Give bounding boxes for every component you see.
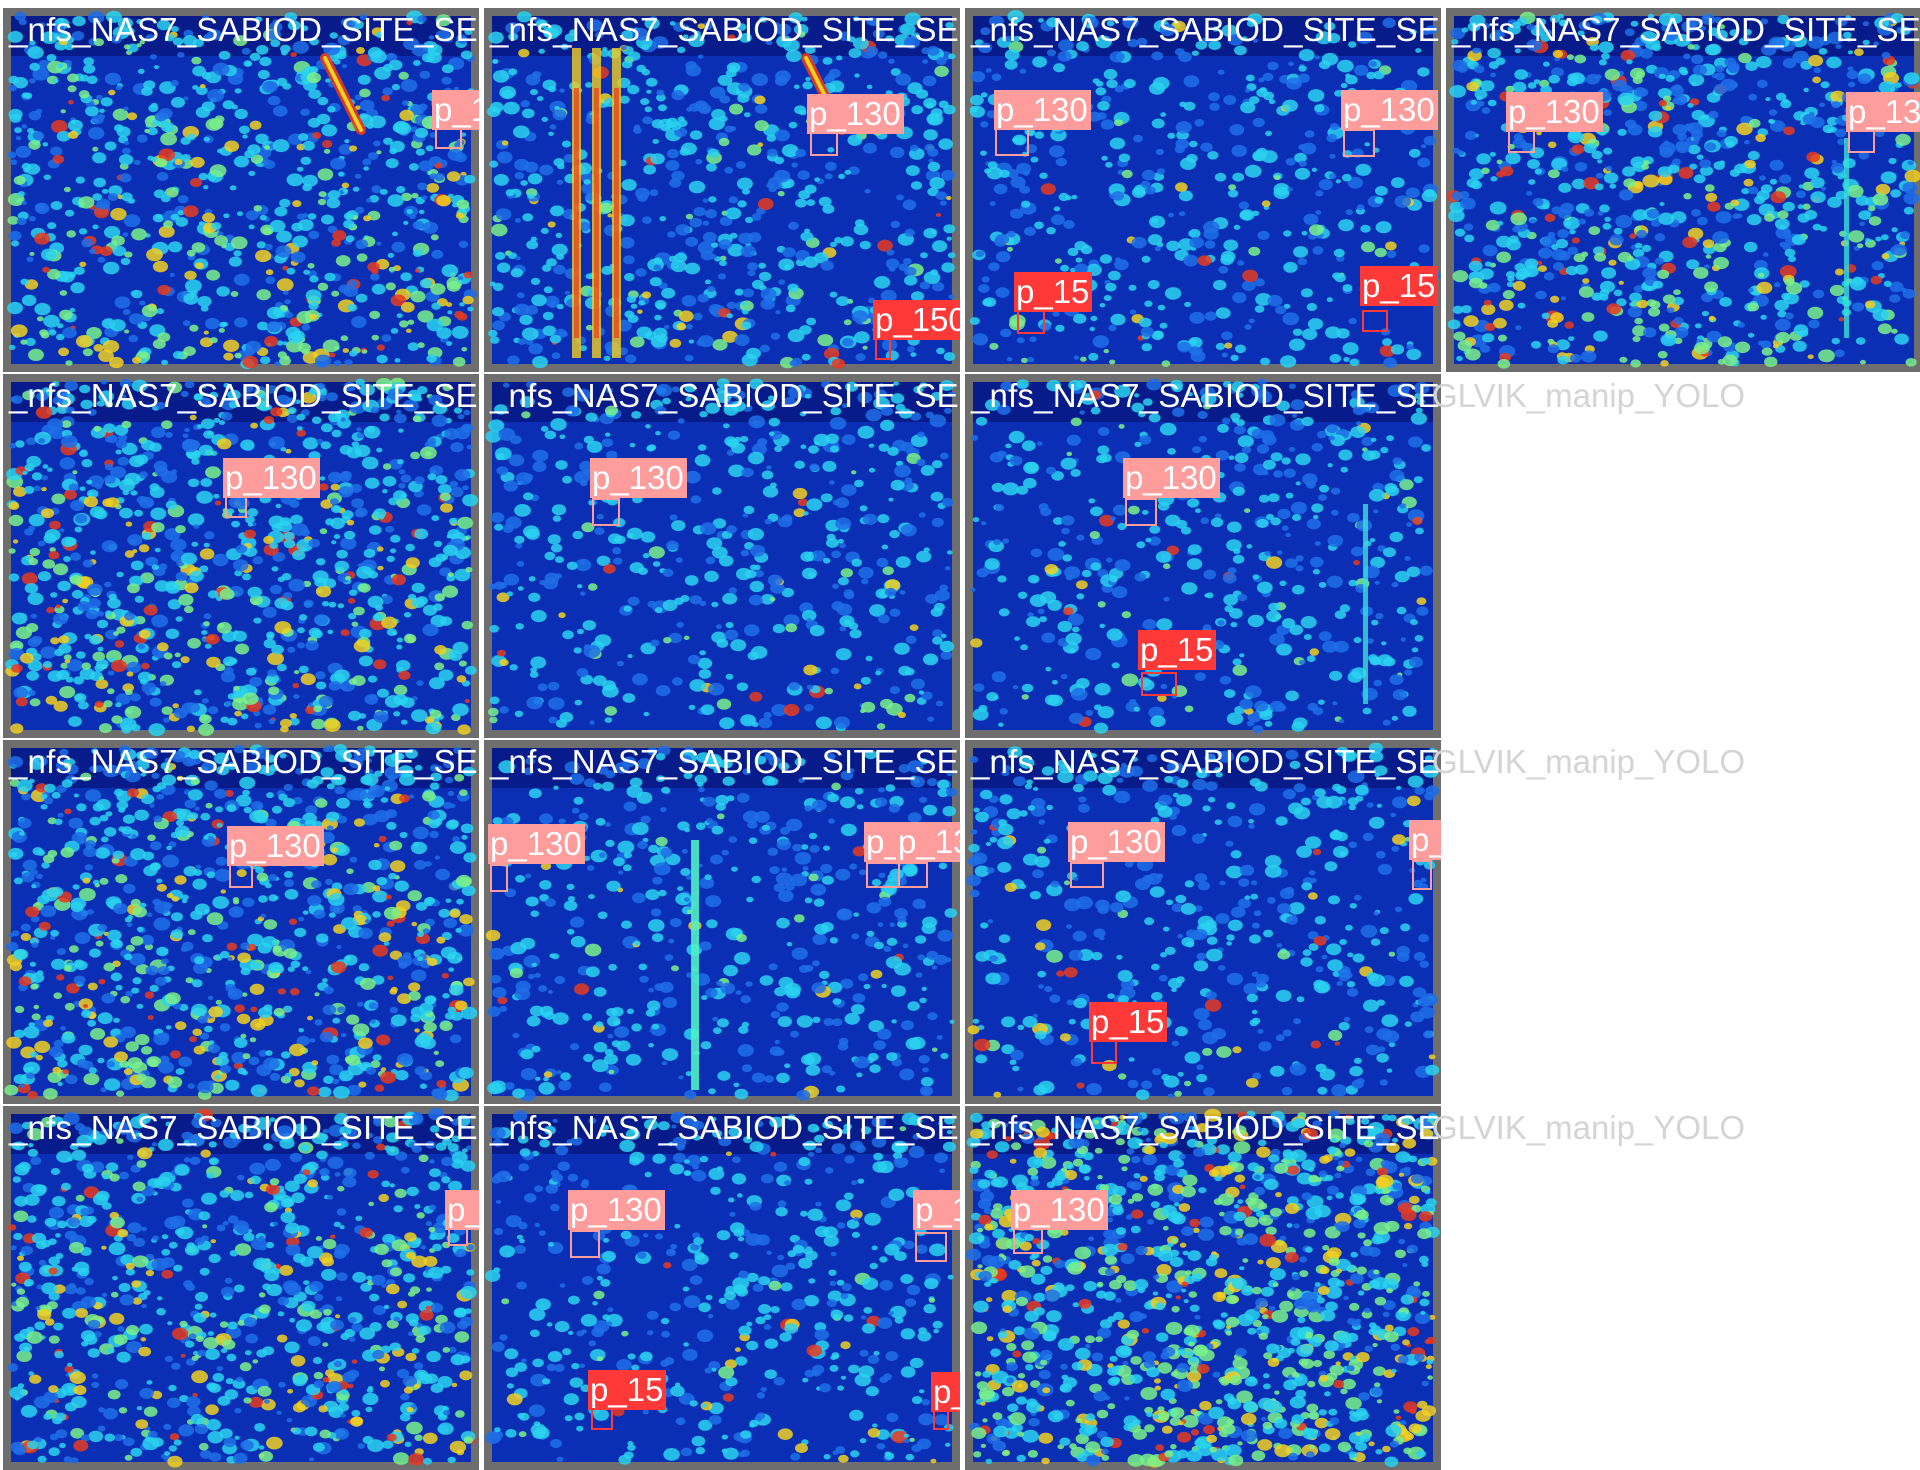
detection-label: p_130 — [896, 822, 960, 862]
detection-label: p_130 — [1341, 90, 1438, 130]
detection-label: p_130 — [1506, 92, 1603, 132]
spectrogram-image — [965, 740, 1441, 1104]
spectrogram-image — [3, 374, 479, 738]
spectrogram-tile: _nfs_NAS7_SABIOD_SITE_SEGLVIK_manip_YOLO… — [484, 8, 960, 372]
spectrogram-tile: _nfs_NAS7_SABIOD_SITE_SEGLVIK_manip_YOLO… — [3, 8, 479, 372]
spectrogram-tile: _nfs_NAS7_SABIOD_SITE_SEGLVIK_manip_YOLO… — [965, 374, 1441, 738]
detection-label: p_130 — [807, 94, 904, 134]
detection-box — [915, 1232, 947, 1262]
detection-box — [1508, 129, 1535, 153]
tile-title: _nfs_NAS7_SABIOD_SITE_SEGLVIK_manip_YOLO — [1452, 10, 1920, 50]
detection-box — [591, 1408, 613, 1430]
spectrogram-image — [484, 374, 960, 738]
detection-box — [1412, 860, 1432, 890]
tile-title: _nfs_NAS7_SABIOD_SITE_SEGLVIK_manip_YOLO — [971, 1108, 1441, 1148]
detection-label: p_15 — [1089, 1002, 1167, 1042]
detection-label: p_15 — [1360, 266, 1438, 306]
detection-label: p_130 — [223, 458, 320, 498]
detection-box — [592, 498, 620, 526]
tile-title: _nfs_NAS7_SABIOD_SITE_SEGLVIK_manip_YOLO — [971, 742, 1441, 782]
tile-title: _nfs_NAS7_SABIOD_SITE_SEGLVIK_manip_YOLO — [971, 376, 1441, 416]
tile-title: _nfs_NAS7_SABIOD_SITE_SEGLVIK_manip_YOLO — [9, 376, 479, 416]
spectrogram-tile: _nfs_NAS7_SABIOD_SITE_SEGLVIK_manip_YOLO… — [965, 740, 1441, 1104]
detection-label: p_130 — [227, 826, 324, 866]
detection-label: p_130 — [1409, 820, 1441, 860]
spectrogram-tile: _nfs_NAS7_SABIOD_SITE_SEGLVIK_manip_YOLO… — [3, 740, 479, 1104]
detection-label: p_130 — [568, 1190, 665, 1230]
detection-box — [1362, 310, 1388, 332]
detection-box — [1125, 498, 1157, 526]
spectrogram-tile: _nfs_NAS7_SABIOD_SITE_SEGLVIK_manip_YOLO… — [965, 8, 1441, 372]
detection-label: p_130 — [1011, 1190, 1108, 1230]
detection-box — [1848, 129, 1875, 153]
ghost-caption: GLVIK_manip_YOLO — [1432, 376, 1745, 416]
detection-label: p_130 — [913, 1190, 960, 1230]
detection-label: p_15 — [1014, 272, 1092, 312]
detection-label: p_130 — [994, 90, 1091, 130]
spectrogram-image — [484, 1106, 960, 1470]
detection-label: p_130 — [590, 458, 687, 498]
spectrogram-image — [3, 740, 479, 1104]
detection-box — [490, 864, 508, 892]
tile-title: _nfs_NAS7_SABIOD_SITE_SEGLVIK_manip_YOLO — [490, 10, 960, 50]
detection-box — [1013, 1228, 1043, 1254]
spectrogram-tile: _nfs_NAS7_SABIOD_SITE_SEGLVIK_manip_YOLO… — [484, 740, 960, 1104]
detection-box — [1141, 672, 1177, 696]
spectrogram-tile: _nfs_NAS7_SABIOD_SITE_SEGLVIK_manip_YOLO… — [3, 1106, 479, 1470]
detection-box — [995, 128, 1029, 156]
tile-title: _nfs_NAS7_SABIOD_SITE_SEGLVIK_manip_YOLO — [971, 10, 1441, 50]
spectrogram-image — [965, 1106, 1441, 1470]
detection-box — [866, 862, 900, 888]
spectrogram-image — [965, 374, 1441, 738]
spectrogram-tile: _nfs_NAS7_SABIOD_SITE_SEGLVIK_manip_YOLO… — [965, 1106, 1441, 1470]
detection-label: p_150 — [873, 300, 960, 340]
spectrogram-tile: _nfs_NAS7_SABIOD_SITE_SEGLVIK_manip_YOLO… — [484, 1106, 960, 1470]
detection-label: p_130 — [432, 90, 479, 130]
detection-box — [810, 132, 838, 156]
detection-label: p_130 — [1068, 822, 1165, 862]
detection-box — [1091, 1040, 1117, 1064]
detection-box — [898, 862, 928, 888]
detection-box — [1070, 862, 1104, 888]
ghost-caption: GLVIK_manip_YOLO — [1432, 1108, 1745, 1148]
tile-title: _nfs_NAS7_SABIOD_SITE_SEGLVIK_manip_YOLO — [490, 742, 960, 782]
detection-box — [225, 496, 247, 518]
detection-label: p_130 — [1123, 458, 1220, 498]
detection-box — [570, 1230, 600, 1258]
detection-box — [448, 1228, 468, 1246]
spectrogram-image — [1446, 8, 1920, 372]
tile-title: _nfs_NAS7_SABIOD_SITE_SEGLVIK_manip_YOLO — [9, 10, 479, 50]
tile-title: _nfs_NAS7_SABIOD_SITE_SEGLVIK_manip_YOLO — [9, 1108, 479, 1148]
spectrogram-image — [3, 1106, 479, 1470]
spectrogram-tile: _nfs_NAS7_SABIOD_SITE_SEGLVIK_manip_YOLO… — [1446, 8, 1920, 372]
detection-box — [1017, 310, 1045, 334]
detection-label: p_130 — [488, 824, 585, 864]
tile-title: _nfs_NAS7_SABIOD_SITE_SEGLVIK_manip_YOLO — [490, 376, 960, 416]
detection-box — [229, 864, 253, 888]
tile-title: _nfs_NAS7_SABIOD_SITE_SEGLVIK_manip_YOLO — [9, 742, 479, 782]
detection-label: p_130 — [1846, 92, 1920, 132]
spectrogram-image — [3, 8, 479, 372]
detection-box — [1343, 129, 1375, 157]
spectrogram-tile: _nfs_NAS7_SABIOD_SITE_SEGLVIK_manip_YOLO… — [3, 374, 479, 738]
detection-label: p_15 — [1138, 630, 1216, 670]
ghost-caption: GLVIK_manip_YOLO — [1432, 742, 1745, 782]
tile-title: _nfs_NAS7_SABIOD_SITE_SEGLVIK_manip_YOLO — [490, 1108, 960, 1148]
spectrogram-image — [484, 740, 960, 1104]
spectrogram-tile: _nfs_NAS7_SABIOD_SITE_SEGLVIK_manip_YOLO… — [484, 374, 960, 738]
detection-label: p_15 — [931, 1372, 960, 1412]
detection-label: p_15 — [588, 1370, 666, 1410]
detection-label: p_130 — [445, 1190, 479, 1230]
